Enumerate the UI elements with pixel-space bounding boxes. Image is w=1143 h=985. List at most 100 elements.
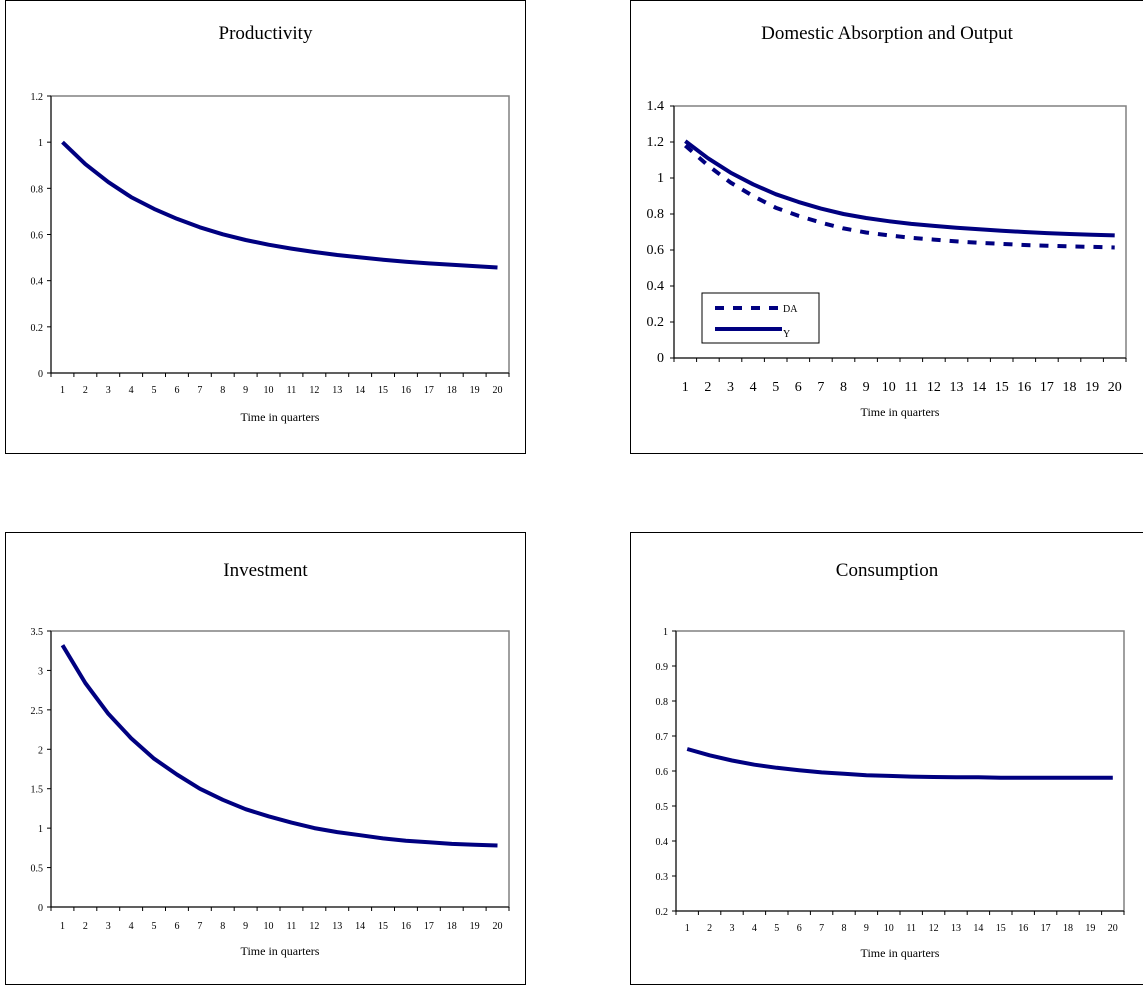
x-tick-label: 4 (750, 380, 757, 395)
y-tick-label: 1 (38, 824, 43, 835)
x-tick-label: 4 (129, 385, 134, 396)
y-tick-label: 1.4 (647, 99, 665, 114)
x-tick-label: 6 (795, 380, 802, 395)
x-axis-label: Time in quarters (241, 944, 320, 958)
y-tick-label: 0.6 (656, 767, 669, 778)
x-tick-label: 15 (995, 380, 1009, 395)
x-tick-label: 2 (83, 385, 88, 396)
x-tick-label: 19 (470, 385, 480, 396)
y-tick-label: 1 (663, 627, 668, 638)
y-tick-label: 1.5 (31, 785, 44, 796)
chart-title: Consumption (836, 560, 939, 581)
x-tick-label: 15 (378, 385, 388, 396)
x-tick-label: 8 (220, 385, 225, 396)
y-tick-label: 0.7 (656, 732, 669, 743)
x-tick-label: 15 (378, 921, 388, 932)
legend-box (701, 292, 820, 344)
x-tick-label: 3 (727, 380, 734, 395)
x-tick-label: 7 (197, 921, 202, 932)
legend-label-da: DA (783, 304, 798, 315)
x-tick-label: 9 (863, 380, 870, 395)
x-tick-label: 14 (973, 923, 983, 934)
x-tick-label: 5 (152, 385, 157, 396)
plot-area (50, 95, 510, 374)
x-tick-label: 7 (819, 923, 824, 934)
x-tick-label: 11 (906, 923, 916, 934)
y-tick-label: 1 (38, 138, 43, 149)
x-tick-label: 12 (927, 380, 941, 395)
y-tick-label: 0.2 (647, 315, 665, 330)
x-tick-label: 10 (264, 921, 274, 932)
x-tick-label: 1 (60, 385, 65, 396)
y-tick-label: 0.2 (31, 323, 44, 334)
y-tick-label: 0.3 (656, 872, 669, 883)
x-tick-label: 8 (220, 921, 225, 932)
x-tick-label: 10 (264, 385, 274, 396)
x-tick-label: 16 (401, 921, 411, 932)
x-tick-label: 16 (401, 385, 411, 396)
x-axis-label: Time in quarters (241, 410, 320, 424)
x-tick-label: 13 (950, 380, 964, 395)
x-tick-label: 9 (243, 385, 248, 396)
y-tick-label: 0.8 (31, 184, 44, 195)
series-line-main (61, 140, 498, 270)
x-tick-label: 2 (704, 380, 711, 395)
series-line-main (686, 747, 1113, 780)
consumption-chart-panel: Consumption 0.2 0.3 0.4 0.5 0.6 0.7 0.8 0.9 1 1 2 3 4… (630, 532, 1143, 985)
chart-title: Productivity (219, 23, 313, 44)
y-tick-label: 0.6 (31, 231, 44, 242)
x-axis-label: Time in quarters (861, 946, 940, 960)
x-tick-label: 12 (309, 385, 319, 396)
y-tick-label: 2.5 (31, 706, 44, 717)
y-tick-label: 0.5 (31, 864, 44, 875)
y-tick-label: 0.2 (656, 907, 669, 918)
x-tick-label: 1 (685, 923, 690, 934)
x-tick-label: 4 (752, 923, 757, 934)
x-tick-label: 14 (355, 921, 365, 932)
x-tick-label: 19 (1085, 380, 1099, 395)
x-tick-label: 11 (287, 385, 297, 396)
x-tick-label: 6 (174, 921, 179, 932)
x-tick-label: 1 (60, 921, 65, 932)
x-tick-label: 5 (152, 921, 157, 932)
y-tick-label: 0.4 (31, 277, 44, 288)
series-line-main (60, 644, 498, 848)
x-tick-label: 10 (882, 380, 896, 395)
x-tick-label: 19 (1085, 923, 1095, 934)
x-tick-label: 20 (1108, 380, 1122, 395)
x-tick-label: 13 (951, 923, 961, 934)
y-tick-label: 0.6 (647, 243, 665, 258)
x-tick-label: 10 (884, 923, 894, 934)
x-tick-label: 20 (493, 385, 503, 396)
x-tick-label: 3 (106, 385, 111, 396)
x-tick-label: 12 (309, 921, 319, 932)
x-tick-label: 13 (332, 385, 342, 396)
x-tick-label: 16 (1017, 380, 1031, 395)
plot-area (675, 630, 1125, 912)
x-tick-label: 17 (1040, 380, 1054, 395)
y-tick-label: 1 (657, 171, 664, 186)
y-tick-label: 0.4 (647, 279, 665, 294)
y-tick-label: 3 (38, 666, 43, 677)
x-tick-label: 8 (840, 380, 847, 395)
x-tick-label: 15 (996, 923, 1006, 934)
x-tick-label: 3 (730, 923, 735, 934)
y-tick-label: 3.5 (31, 627, 44, 638)
x-tick-label: 16 (1018, 923, 1028, 934)
y-tick-label: 0 (38, 369, 43, 380)
x-axis-label: Time in quarters (861, 405, 940, 419)
x-tick-label: 17 (424, 385, 434, 396)
x-tick-label: 5 (774, 923, 779, 934)
x-tick-label: 17 (1041, 923, 1051, 934)
x-tick-label: 9 (864, 923, 869, 934)
y-tick-label: 0.4 (656, 837, 669, 848)
y-tick-label: 0 (38, 903, 43, 914)
x-tick-label: 4 (129, 921, 134, 932)
absorption-output-chart: Domestic Absorption and Output 0 0.2 0.4 0.6… (647, 23, 1127, 419)
y-tick-label: 0.9 (656, 662, 669, 673)
x-tick-label: 13 (332, 921, 342, 932)
x-tick-label: 3 (106, 921, 111, 932)
x-tick-label: 20 (493, 921, 503, 932)
